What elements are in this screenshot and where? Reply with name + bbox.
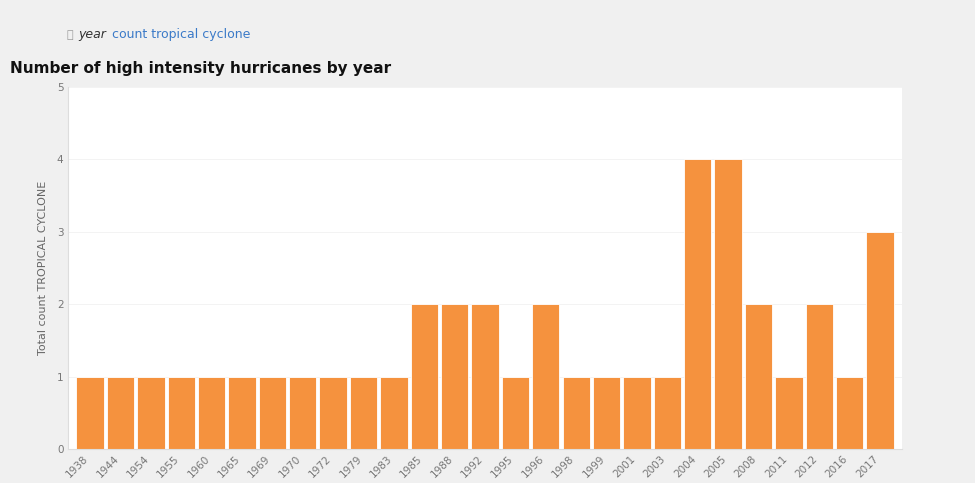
Bar <box>107 377 135 449</box>
Bar <box>532 304 560 449</box>
Text: year: year <box>78 28 106 41</box>
Bar <box>745 304 772 449</box>
Bar <box>320 377 347 449</box>
Bar <box>593 377 620 449</box>
Text: count tropical cyclone: count tropical cyclone <box>112 28 251 41</box>
Bar <box>471 304 499 449</box>
Bar <box>290 377 317 449</box>
Bar <box>867 232 894 449</box>
Bar <box>441 304 468 449</box>
Bar <box>410 304 438 449</box>
Bar <box>775 377 802 449</box>
Bar <box>380 377 408 449</box>
Text: 🔍: 🔍 <box>66 29 73 40</box>
Bar <box>76 377 103 449</box>
Text: Number of high intensity hurricanes by year: Number of high intensity hurricanes by y… <box>10 61 391 76</box>
Y-axis label: Total count TROPICAL CYCLONE: Total count TROPICAL CYCLONE <box>38 181 49 355</box>
Bar <box>168 377 195 449</box>
Bar <box>137 377 165 449</box>
Bar <box>684 159 712 449</box>
Bar <box>198 377 225 449</box>
Bar <box>623 377 650 449</box>
Bar <box>350 377 377 449</box>
Bar <box>836 377 863 449</box>
Bar <box>228 377 255 449</box>
Bar <box>563 377 590 449</box>
Bar <box>715 159 742 449</box>
Bar <box>653 377 681 449</box>
Bar <box>258 377 286 449</box>
Bar <box>502 377 529 449</box>
Bar <box>805 304 833 449</box>
